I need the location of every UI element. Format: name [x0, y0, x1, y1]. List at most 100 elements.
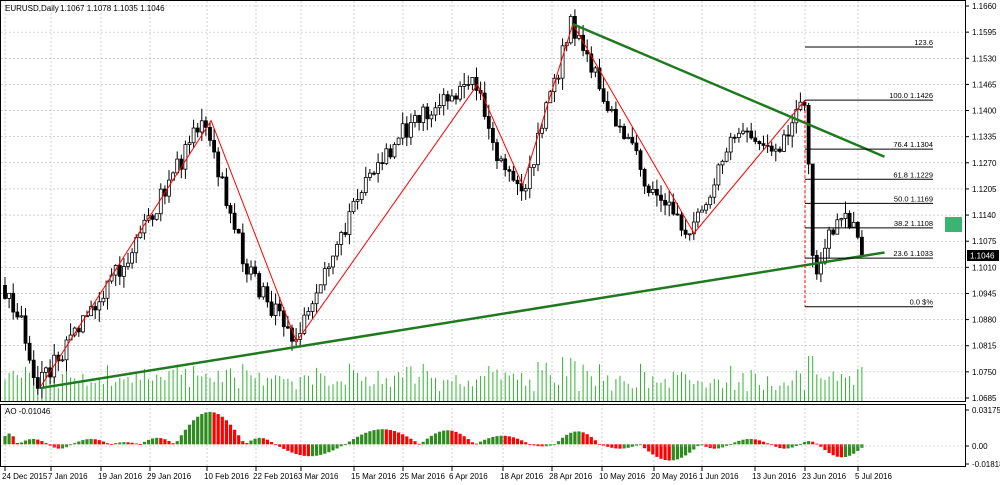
ao-bar	[7, 433, 11, 445]
ao-bar	[442, 430, 446, 445]
ao-bar	[200, 414, 204, 445]
candle-body	[208, 126, 212, 141]
ao-bar	[712, 444, 716, 449]
ao-bar	[179, 435, 183, 445]
ao-bar	[212, 412, 216, 445]
ao-bar	[392, 431, 397, 445]
candle-body	[417, 115, 422, 123]
ao-bar	[126, 442, 130, 445]
candle-body	[507, 169, 512, 172]
time-tick-label: 23 Jun 2016	[802, 472, 847, 481]
ao-bar	[737, 440, 741, 445]
candle-body	[253, 266, 258, 274]
ao-bar	[376, 429, 380, 445]
candle-body	[642, 169, 647, 187]
candle-body	[495, 142, 499, 162]
candle-body	[130, 252, 135, 264]
candle-body	[400, 123, 405, 139]
ao-bar	[81, 440, 85, 445]
ao-bar	[282, 444, 286, 449]
ao-bar	[802, 442, 807, 445]
ao-bar	[790, 444, 794, 448]
price-tick-label: 1.1465	[972, 80, 997, 89]
ao-bar	[843, 444, 848, 457]
candle-body	[396, 137, 401, 145]
ao-bar	[409, 438, 413, 445]
ao-bar	[298, 444, 302, 456]
ao-bar	[536, 444, 540, 447]
indicator-label: AO -0.01046	[5, 407, 51, 416]
current-price-tag	[967, 250, 999, 261]
ao-bar	[237, 435, 241, 445]
candle-body	[675, 213, 680, 216]
ao-bar	[503, 435, 507, 445]
price-tick-label: 1.0945	[972, 289, 997, 298]
candle-body	[367, 172, 372, 178]
time-tick-label: 6 Apr 2016	[449, 472, 488, 481]
candle-body	[466, 84, 471, 86]
ao-bar	[294, 444, 298, 454]
ao-bar	[704, 444, 708, 447]
candle-body	[265, 286, 270, 303]
time-tick-label: 3 Mar 2016	[298, 472, 339, 481]
indicator-axis: 0.03175 0.00 -0.01818	[1, 406, 1000, 469]
price-tick-label: 1.1010	[972, 263, 997, 272]
candle-body	[708, 196, 713, 206]
volume-bars	[4, 356, 863, 401]
ao-bar	[630, 444, 634, 447]
ao-bar	[163, 439, 167, 445]
ao-bar	[565, 434, 569, 445]
candle-body	[536, 132, 540, 166]
candle-body	[630, 137, 635, 144]
ao-bar	[23, 440, 28, 445]
trendline-lower[interactable]	[40, 251, 885, 390]
ao-bar	[532, 444, 536, 446]
ao-bar	[60, 444, 64, 449]
ao-bar	[142, 441, 146, 445]
fibonacci-retracement[interactable]: 123.6 100.0 1.1426 76.4 1.1304 61.8 1.1229 5…	[804, 38, 933, 308]
ao-bar	[487, 438, 491, 445]
candle-body	[454, 95, 458, 100]
time-tick-label: 13 Jun 2016	[752, 472, 797, 481]
ao-bar	[286, 444, 290, 451]
object-marker[interactable]	[945, 217, 962, 232]
price-tick-label: 1.0815	[972, 342, 997, 351]
ao-bar	[302, 444, 306, 456]
ao-bar	[171, 443, 175, 445]
ao-bar	[811, 441, 815, 445]
candle-body	[683, 229, 688, 235]
candle-body	[618, 125, 622, 128]
candle-body	[11, 292, 16, 313]
ao-bar	[224, 420, 228, 445]
ao-bar	[274, 444, 278, 446]
candle-body	[560, 45, 565, 79]
fib-level-label: 100.0 1.1426	[889, 91, 933, 100]
candle-body	[523, 188, 528, 192]
trendline-upper[interactable]	[572, 22, 885, 158]
candle-body	[474, 76, 479, 91]
candle-body	[23, 315, 28, 344]
ao-bar	[245, 443, 249, 445]
ao-bar	[397, 432, 401, 445]
ao-bar	[852, 444, 856, 454]
price-tick-label: 1.1400	[972, 107, 997, 116]
candle-body	[281, 310, 286, 328]
ao-bar	[466, 439, 470, 445]
candle-body	[310, 303, 315, 312]
candle-body	[380, 162, 385, 165]
candle-body	[187, 142, 192, 146]
candle-body	[732, 136, 737, 139]
ao-bar	[749, 438, 753, 445]
candle-body	[716, 164, 721, 186]
candle-body	[35, 377, 40, 389]
candle-body	[154, 213, 159, 220]
ao-bar	[85, 439, 89, 445]
candle-body	[244, 263, 249, 275]
ao-bar	[265, 439, 269, 445]
ao-bar	[208, 411, 212, 445]
ao-bar	[815, 443, 819, 445]
candlesticks[interactable]	[3, 9, 864, 399]
trendlines[interactable]	[40, 22, 885, 390]
fib-level-label: 61.8 1.1229	[893, 170, 933, 179]
